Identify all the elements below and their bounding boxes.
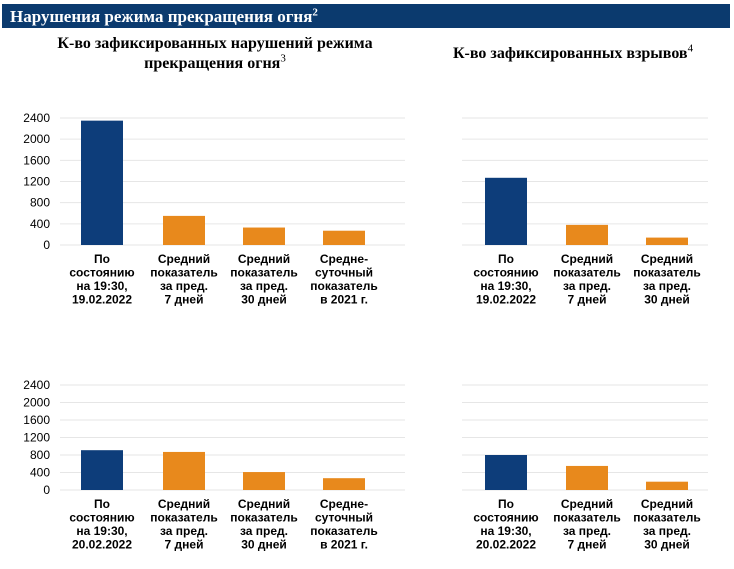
category-label: за пред. — [643, 279, 691, 293]
category-label: Средний — [158, 252, 210, 266]
bar-2-3 — [646, 237, 688, 245]
category-label: 7 дней — [165, 538, 204, 552]
category-label: Средний — [641, 497, 693, 511]
y-tick-label: 0 — [43, 238, 50, 252]
category-label: показатель — [633, 511, 700, 525]
y-tick-label: 1600 — [23, 153, 50, 167]
right-chart-title-footnote: 4 — [687, 42, 694, 55]
bar-2-1 — [485, 177, 527, 245]
category-label: Средний — [641, 252, 693, 266]
page-title: Нарушения режима прекращения огня2 — [10, 7, 318, 27]
category-label: суточный — [315, 266, 373, 280]
bar-3-3 — [243, 472, 285, 490]
category-label: на 19:30, — [480, 279, 531, 293]
category-label: состоянию — [69, 266, 134, 280]
category-label: Средне- — [320, 497, 368, 511]
category-label: показатель — [310, 524, 377, 538]
category-label: 20.02.2022 — [476, 538, 536, 552]
category-label: По — [498, 497, 514, 511]
category-label: Средний — [158, 497, 210, 511]
category-label: на 19:30, — [480, 524, 531, 538]
category-label: Средний — [238, 497, 290, 511]
left-chart-title-footnote: 3 — [280, 52, 286, 65]
y-tick-label: 2000 — [23, 396, 50, 410]
y-tick-label: 2400 — [23, 111, 50, 125]
y-tick-label: 800 — [30, 196, 50, 210]
category-label: Средний — [561, 252, 613, 266]
category-label: на 19:30, — [76, 279, 127, 293]
category-label: 7 дней — [568, 293, 607, 307]
category-label: показатель — [150, 266, 217, 280]
category-label: показатель — [633, 266, 700, 280]
y-tick-label: 400 — [30, 466, 50, 480]
category-label: 7 дней — [165, 293, 204, 307]
category-label: Средне- — [320, 252, 368, 266]
category-label: показатель — [150, 511, 217, 525]
category-label: показатель — [230, 266, 297, 280]
category-label: Средний — [561, 497, 613, 511]
category-label: состоянию — [473, 266, 538, 280]
y-tick-label: 0 — [43, 483, 50, 497]
bar-2-2 — [566, 224, 608, 245]
category-label: за пред. — [240, 524, 288, 538]
category-label: По — [94, 252, 110, 266]
bar-4-3 — [646, 481, 688, 490]
category-label: Средний — [238, 252, 290, 266]
category-label: показатель — [553, 511, 620, 525]
y-tick-label: 1600 — [23, 413, 50, 427]
category-label: показатель — [310, 279, 377, 293]
category-label: 30 дней — [241, 293, 287, 307]
bar-1-2 — [163, 215, 205, 245]
bar-1-4 — [323, 230, 365, 245]
header-banner: Нарушения режима прекращения огня2 — [2, 4, 730, 28]
category-label: 20.02.2022 — [72, 538, 132, 552]
category-label: за пред. — [643, 524, 691, 538]
category-label: 30 дней — [644, 293, 690, 307]
y-tick-label: 800 — [30, 448, 50, 462]
y-tick-label: 1200 — [23, 431, 50, 445]
category-label: По — [94, 497, 110, 511]
category-label: состоянию — [69, 511, 134, 525]
category-label: показатель — [230, 511, 297, 525]
bar-3-1 — [81, 450, 123, 490]
bar-3-4 — [323, 478, 365, 490]
category-label: 7 дней — [568, 538, 607, 552]
bar-1-1 — [81, 120, 123, 245]
category-label: в 2021 г. — [320, 538, 368, 552]
category-label: за пред. — [563, 279, 611, 293]
y-tick-label: 1200 — [23, 175, 50, 189]
category-label: 19.02.2022 — [72, 293, 132, 307]
category-label: за пред. — [563, 524, 611, 538]
y-tick-label: 2000 — [23, 132, 50, 146]
bar-4-2 — [566, 465, 608, 490]
y-tick-label: 400 — [30, 217, 50, 231]
category-label: за пред. — [160, 524, 208, 538]
bar-3-2 — [163, 451, 205, 490]
bar-1-3 — [243, 227, 285, 245]
category-label: за пред. — [160, 279, 208, 293]
right-chart-title: К-во зафиксированных взрывов4 — [420, 42, 726, 64]
category-label: за пред. — [240, 279, 288, 293]
category-label: 30 дней — [241, 538, 287, 552]
category-label: 30 дней — [644, 538, 690, 552]
left-chart-title: К-во зафиксированных нарушений режима пр… — [20, 34, 410, 74]
right-chart-title-text: К-во зафиксированных взрывов — [452, 45, 688, 62]
category-label: показатель — [553, 266, 620, 280]
category-label: 19.02.2022 — [476, 293, 536, 307]
page-title-footnote: 2 — [312, 6, 318, 19]
y-tick-label: 2400 — [23, 378, 50, 392]
left-chart-title-text: К-во зафиксированных нарушений режима пр… — [57, 35, 373, 72]
category-label: состоянию — [473, 511, 538, 525]
page-title-text: Нарушения режима прекращения огня — [10, 7, 313, 26]
bar-4-1 — [485, 455, 527, 490]
category-label: в 2021 г. — [320, 293, 368, 307]
category-label: По — [498, 252, 514, 266]
category-label: суточный — [315, 511, 373, 525]
category-label: на 19:30, — [76, 524, 127, 538]
